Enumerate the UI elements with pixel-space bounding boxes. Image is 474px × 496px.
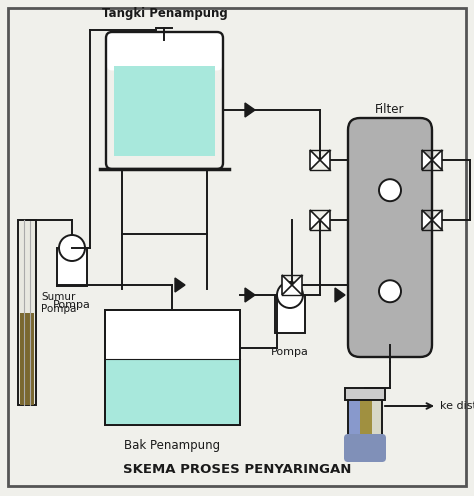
Circle shape [59, 235, 85, 261]
FancyBboxPatch shape [348, 118, 432, 357]
Polygon shape [422, 150, 432, 170]
Polygon shape [432, 150, 442, 170]
Circle shape [277, 282, 303, 308]
Polygon shape [335, 288, 345, 302]
Polygon shape [432, 210, 442, 230]
Bar [106, 359, 239, 425]
Text: Sumur
Pompa: Sumur Pompa [41, 293, 76, 314]
Circle shape [379, 280, 401, 302]
Text: ke distribusi: ke distribusi [440, 401, 474, 411]
Bar [114, 65, 215, 156]
Bar [348, 400, 382, 445]
Text: Pompa: Pompa [53, 300, 91, 310]
Text: Pompa: Pompa [271, 347, 309, 357]
Bar [105, 310, 240, 425]
Bar [360, 400, 372, 445]
FancyBboxPatch shape [344, 434, 386, 462]
Bar [345, 388, 385, 400]
Bar [372, 400, 382, 445]
Text: Bak Penampung: Bak Penampung [125, 439, 220, 452]
Polygon shape [320, 210, 330, 230]
Polygon shape [245, 103, 255, 117]
Text: Filter: Filter [375, 103, 405, 116]
Polygon shape [310, 210, 320, 230]
Polygon shape [245, 288, 255, 302]
Polygon shape [282, 275, 292, 295]
Polygon shape [175, 278, 185, 292]
Bar [18, 220, 36, 405]
Bar [275, 295, 305, 333]
FancyBboxPatch shape [107, 33, 222, 70]
Bar [20, 313, 34, 405]
Polygon shape [320, 150, 330, 170]
Bar [348, 400, 360, 445]
Polygon shape [292, 275, 302, 295]
Polygon shape [422, 210, 432, 230]
Bar [57, 248, 87, 286]
Polygon shape [310, 150, 320, 170]
Text: Tangki Penampung: Tangki Penampung [101, 7, 228, 20]
Circle shape [379, 179, 401, 201]
Bar [105, 310, 240, 425]
Text: SKEMA PROSES PENYARINGAN: SKEMA PROSES PENYARINGAN [123, 463, 351, 476]
